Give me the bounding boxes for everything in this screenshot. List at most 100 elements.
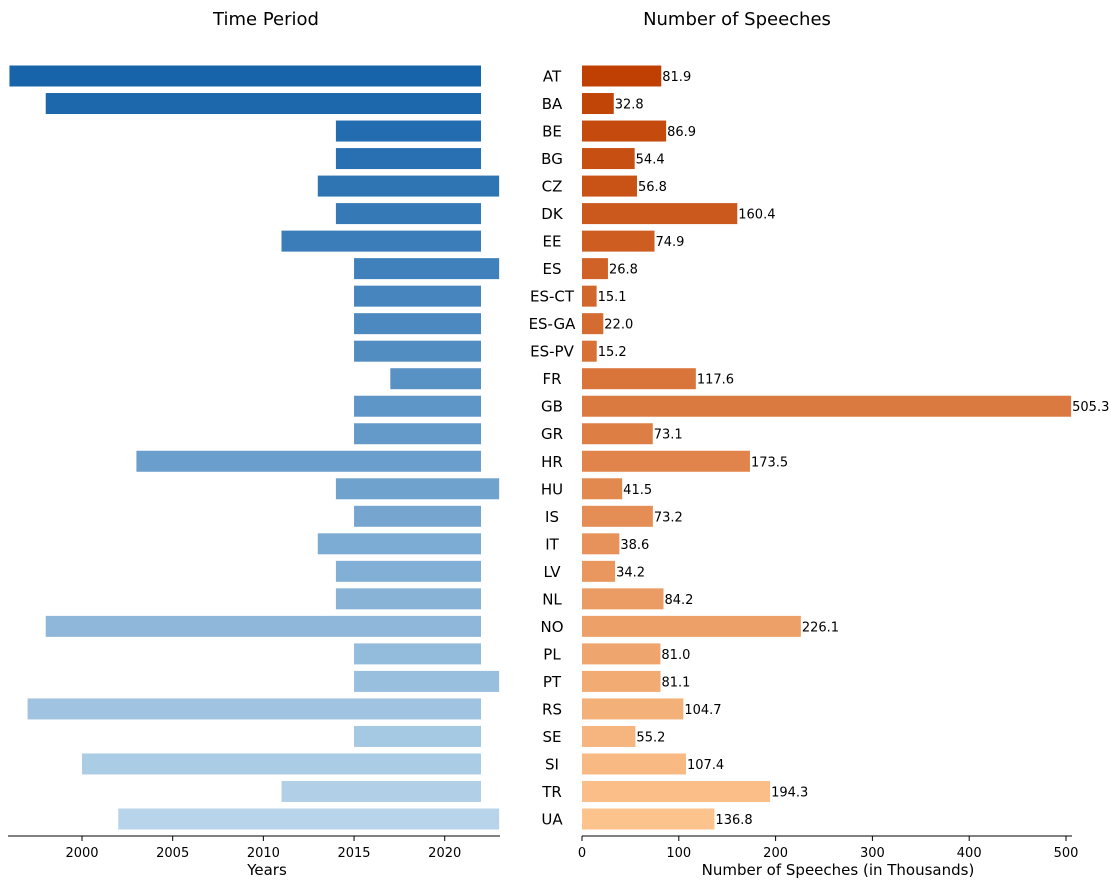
left-bars-group: [9, 65, 500, 830]
speech-bar-hr: [582, 450, 750, 472]
speech-bar-is: [582, 505, 653, 527]
left-tick-label: 2000: [65, 846, 98, 861]
right-tick-label: 500: [1054, 846, 1079, 861]
speech-bar-gb: [582, 395, 1072, 417]
speech-value-label-is: 73.2: [654, 510, 683, 525]
country-label-nl: NL: [542, 590, 562, 608]
speech-bar-hu: [582, 478, 623, 500]
speech-value-label-pt: 81.1: [662, 675, 691, 690]
country-label-ee: EE: [543, 233, 562, 251]
period-bar-hu: [335, 478, 500, 500]
speech-value-label-fr: 117.6: [697, 373, 734, 388]
left-tick-label: 2005: [156, 846, 189, 861]
speech-bar-dk: [582, 203, 738, 225]
speech-value-label-ee: 74.9: [656, 235, 685, 250]
speech-bar-es-ga: [582, 313, 604, 335]
country-label-rs: RS: [542, 700, 562, 718]
country-label-lv: LV: [544, 563, 562, 581]
right-x-axis-label: Number of Speeches (in Thousands): [702, 861, 975, 879]
speech-bar-ua: [582, 808, 715, 830]
period-bar-es: [354, 258, 500, 280]
speech-value-label-es-pv: 15.2: [598, 345, 627, 360]
speech-bar-fr: [582, 368, 696, 390]
speech-bar-es-ct: [582, 285, 597, 307]
speech-value-label-ua: 136.8: [715, 813, 752, 828]
country-label-bg: BG: [541, 150, 563, 168]
right-x-axis: 0 100 200 300 400 500: [578, 835, 1079, 861]
speech-bar-se: [582, 725, 636, 747]
period-bar-fr: [390, 368, 481, 390]
country-labels-group: AT BA BE BG CZ DK EE ES ES-CT ES-GA ES-PV FR GB GR HR H…: [529, 68, 577, 829]
right-tick-label: 300: [860, 846, 885, 861]
right-tick-label: 0: [578, 846, 586, 861]
period-bar-no: [45, 615, 482, 637]
period-bar-es-pv: [354, 340, 481, 362]
country-label-ba: BA: [542, 95, 563, 113]
country-label-is: IS: [545, 508, 559, 526]
period-bar-ua: [118, 808, 500, 830]
country-label-it: IT: [545, 535, 559, 553]
speech-bar-nl: [582, 588, 664, 610]
period-bar-gb: [354, 395, 481, 417]
speech-bar-ee: [582, 230, 655, 252]
right-tick-label: 200: [763, 846, 788, 861]
period-bar-es-ga: [354, 313, 481, 335]
speech-value-label-cz: 56.8: [638, 180, 667, 195]
speech-value-label-ba: 32.8: [615, 98, 644, 113]
country-label-be: BE: [542, 123, 562, 141]
left-tick-label: 2010: [247, 846, 280, 861]
country-label-pl: PL: [543, 645, 561, 663]
speech-value-label-at: 81.9: [662, 70, 691, 85]
speech-bar-ba: [582, 93, 614, 115]
left-x-axis: 2000 2005 2010 2015 2020: [8, 835, 500, 861]
period-bar-cz: [317, 175, 500, 197]
country-label-hr: HR: [541, 453, 563, 471]
period-bar-ee: [281, 230, 481, 252]
speech-value-label-nl: 84.2: [665, 593, 694, 608]
speech-value-label-pl: 81.0: [661, 648, 690, 663]
country-label-tr: TR: [541, 783, 562, 801]
country-label-hu: HU: [541, 480, 563, 498]
speech-bar-lv: [582, 560, 616, 582]
period-bar-se: [354, 725, 481, 747]
speech-bar-es: [582, 258, 608, 280]
speech-bar-gr: [582, 423, 653, 445]
speech-value-label-gb: 505.3: [1072, 400, 1109, 415]
speech-value-label-gr: 73.1: [654, 428, 683, 443]
country-label-no: NO: [540, 618, 563, 636]
country-label-se: SE: [543, 728, 562, 746]
country-label-pt: PT: [543, 673, 562, 691]
period-bar-is: [354, 505, 481, 527]
speech-bar-pl: [582, 643, 661, 665]
period-bar-dk: [335, 203, 481, 225]
speech-bar-cz: [582, 175, 637, 197]
speech-bar-es-pv: [582, 340, 597, 362]
speech-bar-rs: [582, 698, 684, 720]
period-bar-bg: [335, 148, 481, 170]
period-bar-at: [9, 65, 481, 87]
speech-value-label-tr: 194.3: [771, 785, 808, 800]
country-label-ua: UA: [541, 811, 563, 829]
country-label-fr: FR: [542, 370, 561, 388]
speech-value-label-es-ct: 15.1: [598, 290, 627, 305]
speech-value-label-se: 55.2: [636, 730, 665, 745]
speech-value-label-si: 107.4: [687, 758, 724, 773]
left-chart-title: Time Period: [212, 9, 319, 30]
period-bar-it: [317, 533, 481, 555]
speech-bar-tr: [582, 780, 771, 802]
country-label-es-ct: ES-CT: [530, 288, 575, 306]
left-tick-label: 2015: [337, 846, 370, 861]
period-bar-lv: [335, 560, 481, 582]
country-label-es-ga: ES-GA: [529, 315, 577, 333]
country-label-si: SI: [545, 755, 559, 773]
speech-bar-pt: [582, 670, 661, 692]
speech-bar-no: [582, 615, 801, 637]
country-label-gb: GB: [541, 398, 563, 416]
period-bar-si: [82, 753, 481, 775]
country-label-es-pv: ES-PV: [530, 343, 574, 361]
speech-bar-at: [582, 65, 662, 87]
period-bar-nl: [335, 588, 481, 610]
country-label-es: ES: [543, 260, 562, 278]
country-label-gr: GR: [541, 425, 563, 443]
